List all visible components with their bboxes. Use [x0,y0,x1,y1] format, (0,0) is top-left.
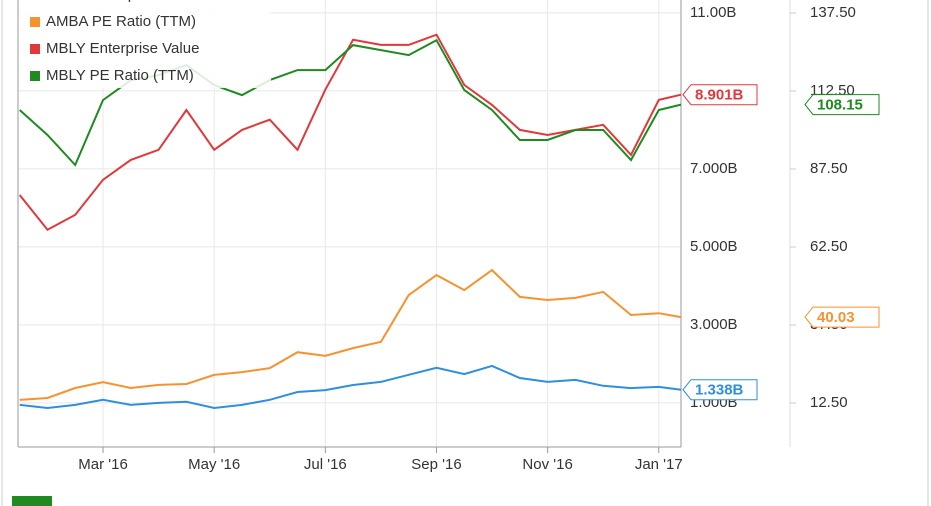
x-tick-label: Mar '16 [78,456,128,473]
x-tick-label: Jan '17 [635,456,683,473]
y-tick-label: 7.000B [690,160,738,177]
legend-label: MBLY PE Ratio (TTM) [46,67,194,84]
legend-swatch [30,71,40,81]
y-tick-label: 3.000B [690,316,738,333]
x-tick-label: May '16 [188,456,240,473]
legend-swatch [30,44,40,54]
y2-tick-label: 62.50 [810,238,848,255]
value-label-box [682,84,758,106]
x-tick-label: Jul '16 [304,456,347,473]
value-label-box [682,379,758,401]
series-line [19,268,682,401]
value-label: 40.03 [817,309,855,326]
value-label: 108.15 [817,97,863,114]
y-tick-label: 11.00B [690,4,736,21]
legend-label: MBLY Enterprise Value [46,40,199,57]
y2-tick-label: 137.50 [810,4,856,21]
value-label-box [804,306,880,328]
series-line [19,364,682,410]
legend-label: AMBA Enterprise Value [46,0,202,3]
value-label: 8.901B [695,87,744,104]
value-label-box [804,94,880,116]
logo [12,496,52,506]
x-tick-label: Nov '16 [522,456,572,473]
x-tick-label: Sep '16 [411,456,461,473]
y2-tick-label: 87.50 [810,160,848,177]
legend-box [19,0,271,88]
legend-label: AMBA PE Ratio (TTM) [46,13,196,30]
value-label: 1.338B [695,382,744,399]
y-tick-label: 5.000B [690,238,738,255]
legend-swatch [30,17,40,27]
y2-tick-label: 12.50 [810,394,848,411]
